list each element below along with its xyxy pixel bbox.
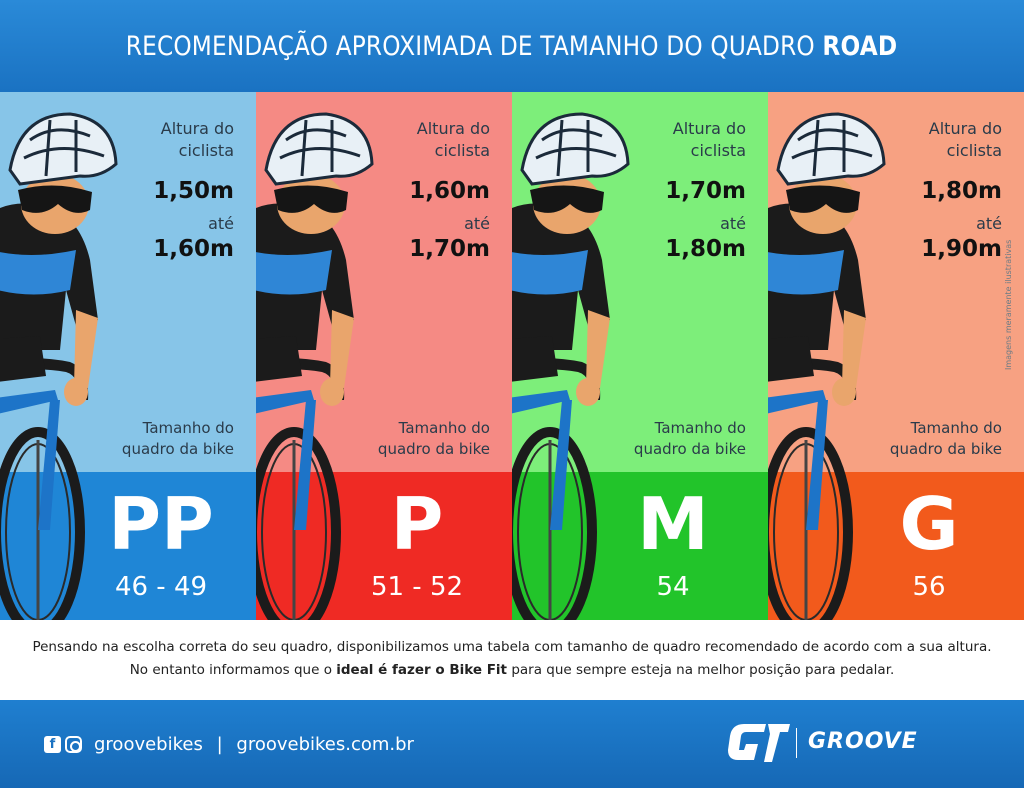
frame-size-label: Tamanho do quadro da bike [606,418,746,460]
frame-size-range: 46 - 49 [114,572,208,602]
cyclist-illustration [256,112,374,620]
footer-separator: | [216,734,223,755]
page-title: RECOMENDAÇÃO APROXIMADA DE TAMANHO DO QU… [126,31,898,62]
frame-label-line-1: Tamanho do [910,419,1002,437]
height-label-line-1: Altura do [672,119,746,138]
height-max: 1,70m [409,236,490,262]
instagram-icon[interactable] [65,736,82,753]
info-line-2-bold: ideal é fazer o Bike Fit [336,662,508,678]
frame-label-line-1: Tamanho do [142,419,234,437]
height-min: 1,80m [921,178,1002,204]
groove-logo: GROOVE [726,720,976,770]
frame-label-line-2: quadro da bike [633,440,746,458]
height-label-line-2: ciclista [434,141,490,160]
cyclist-illustration [512,112,630,620]
height-label-line-2: ciclista [178,141,234,160]
groove-logo-icon [728,724,790,762]
info-line-2-before: No entanto informamos que o [129,662,332,678]
frame-label-line-2: quadro da bike [889,440,1002,458]
size-panel-g: Altura do ciclista 1,80m até 1,90m Taman… [768,92,1024,620]
height-min: 1,50m [153,178,234,204]
height-label-line-2: ciclista [946,141,1002,160]
facebook-icon[interactable]: f [44,736,61,753]
brand-divider [796,728,797,758]
frame-size-label: Tamanho do quadro da bike [350,418,490,460]
frame-size-code: G [899,482,959,566]
height-max: 1,90m [921,236,1002,262]
info-box: Pensando na escolha correta do seu quadr… [0,620,1024,700]
footer-links: groovebikes | groovebikes.com.br [94,734,414,755]
cyclist-illustration [0,112,118,620]
frame-size-label: Tamanho do quadro da bike [94,418,234,460]
height-label-line-1: Altura do [160,119,234,138]
size-panel-m: Altura do ciclista 1,70m até 1,80m Taman… [512,92,768,620]
cyclist-height-label: Altura do ciclista [626,118,746,162]
frame-size-code: M [637,482,709,566]
height-label-line-2: ciclista [690,141,746,160]
height-ate: até [208,214,234,233]
footer: f groovebikes | groovebikes.com.br GROOV… [0,700,1024,788]
height-max: 1,60m [153,236,234,262]
height-ate: até [464,214,490,233]
frame-size-code: P [390,482,444,566]
cyclist-height-label: Altura do ciclista [114,118,234,162]
height-label-line-1: Altura do [928,119,1002,138]
height-max: 1,80m [665,236,746,262]
social-handle-link[interactable]: groovebikes [94,734,203,755]
height-min: 1,60m [409,178,490,204]
cyclist-illustration [768,112,886,620]
cyclist-height-label: Altura do ciclista [370,118,490,162]
size-panel-p: Altura do ciclista 1,60m até 1,70m Taman… [256,92,512,620]
header-banner: RECOMENDAÇÃO APROXIMADA DE TAMANHO DO QU… [0,0,1024,92]
size-panel-pp: Altura do ciclista 1,50m até 1,60m Taman… [0,92,256,620]
info-line-2: No entanto informamos que o ideal é faze… [0,659,1024,682]
title-main: RECOMENDAÇÃO APROXIMADA DE TAMANHO DO QU… [126,30,816,62]
brand-name: GROOVE [808,729,918,754]
frame-size-range: 51 - 52 [370,572,464,602]
cyclist-height-label: Altura do ciclista [882,118,1002,162]
frame-size-label: Tamanho do quadro da bike [862,418,1002,460]
website-link[interactable]: groovebikes.com.br [236,734,414,755]
frame-label-line-2: quadro da bike [121,440,234,458]
frame-label-line-1: Tamanho do [654,419,746,437]
size-panels: Altura do ciclista 1,50m até 1,60m Taman… [0,92,1024,620]
height-ate: até [976,214,1002,233]
info-line-2-after: para que sempre esteja na melhor posição… [511,662,895,678]
social-links: f groovebikes | groovebikes.com.br [44,734,414,755]
frame-label-line-1: Tamanho do [398,419,490,437]
info-line-1: Pensando na escolha correta do seu quadr… [32,639,992,655]
height-label-line-1: Altura do [416,119,490,138]
frame-size-range: 56 [912,572,946,602]
frame-size-code: PP [108,482,214,566]
title-bold: ROAD [822,30,898,62]
frame-size-range: 54 [656,572,690,602]
height-ate: até [720,214,746,233]
side-note: Imagens meramente ilustrativas [1004,239,1013,370]
frame-label-line-2: quadro da bike [377,440,490,458]
height-min: 1,70m [665,178,746,204]
